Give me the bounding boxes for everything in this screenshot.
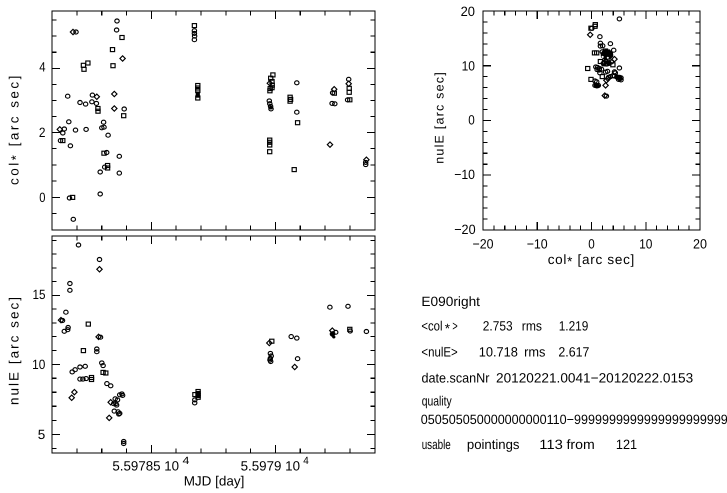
svg-text:121: 121: [616, 437, 637, 452]
svg-text:0: 0: [588, 237, 595, 252]
svg-text:date.scanNr: date.scanNr: [422, 371, 490, 386]
svg-text:113: 113: [539, 437, 563, 452]
svg-text:050505050000000000110−99999999: 050505050000000000110−999999999999999999…: [421, 412, 727, 427]
svg-text:rms: rms: [524, 345, 546, 360]
svg-text:−10: −10: [454, 167, 475, 182]
svg-text:4: 4: [39, 60, 46, 75]
svg-text:10.718: 10.718: [479, 345, 518, 360]
svg-text:MJD [day]: MJD [day]: [184, 473, 245, 488]
svg-text:−20: −20: [454, 222, 475, 237]
svg-text:nulE [arc sec]: nulE [arc sec]: [6, 297, 21, 405]
svg-text:<nulE>: <nulE>: [421, 345, 457, 360]
svg-text:10: 10: [32, 357, 45, 372]
svg-text:2.617: 2.617: [558, 345, 589, 360]
svg-text:from: from: [567, 437, 595, 452]
svg-text:col* [arc sec]: col* [arc sec]: [6, 76, 23, 185]
svg-text:1.219: 1.219: [559, 319, 589, 334]
svg-text:10: 10: [639, 237, 652, 252]
svg-text:20120221.0041−20120222.0153: 20120221.0041−20120222.0153: [496, 371, 693, 386]
svg-text:20: 20: [693, 237, 707, 252]
svg-text:2: 2: [39, 125, 46, 140]
svg-text:col* [arc sec]: col* [arc sec]: [548, 252, 635, 269]
svg-text:pointings: pointings: [467, 437, 520, 452]
svg-text:−10: −10: [527, 237, 548, 252]
svg-text:usable: usable: [422, 437, 451, 452]
svg-text:nulE [arc sec]: nulE [arc sec]: [433, 72, 447, 163]
svg-text:20: 20: [461, 4, 475, 19]
svg-text:0: 0: [39, 190, 45, 205]
svg-text:4: 4: [183, 455, 190, 467]
svg-text:5: 5: [38, 427, 46, 442]
svg-text:quality: quality: [422, 393, 452, 408]
svg-text:4: 4: [303, 455, 309, 467]
svg-text:15: 15: [33, 287, 46, 302]
svg-text:<col: <col: [421, 319, 442, 334]
svg-text:0: 0: [468, 112, 475, 127]
svg-text:E090right: E090right: [421, 294, 480, 309]
svg-text:rms: rms: [522, 319, 542, 334]
svg-text:2.753: 2.753: [483, 319, 513, 334]
svg-text:*: *: [445, 321, 451, 336]
svg-text:5.59785 10: 5.59785 10: [112, 459, 179, 474]
svg-text:10: 10: [462, 59, 475, 74]
svg-text:>: >: [452, 319, 457, 334]
svg-text:−20: −20: [473, 237, 494, 252]
svg-text:5.5979 10: 5.5979 10: [241, 458, 300, 473]
